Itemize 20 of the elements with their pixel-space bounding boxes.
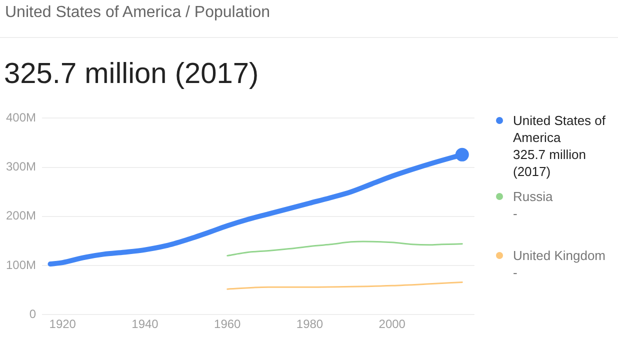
text: 325.7 million (2017) (513, 146, 587, 180)
line-series (226, 281, 463, 290)
x-tick-label: 1960 (214, 317, 242, 332)
x-tick-label: 1940 (132, 317, 159, 332)
text: - (513, 264, 518, 281)
legend-label: United Kingdom (513, 247, 606, 264)
line-series (226, 240, 463, 256)
legend-label: Russia (513, 188, 554, 205)
y-tick-label: 200M (6, 208, 36, 223)
x-tick-label: 1920 (49, 317, 76, 332)
x-tick-label: 2000 (378, 317, 406, 332)
chart-subtitle: 325.7 million (2017) (4, 58, 259, 91)
chart-title: United States of America / Population (5, 4, 270, 22)
legend-label: United States of America (513, 112, 606, 146)
x-tick-label: 1980 (296, 317, 324, 332)
y-tick-label: 400M (6, 110, 36, 125)
y-tick-label: 100M (6, 258, 36, 272)
text: - (513, 205, 518, 222)
y-tick-label: 300M (6, 160, 36, 174)
y-tick-label: 0 (29, 306, 36, 321)
